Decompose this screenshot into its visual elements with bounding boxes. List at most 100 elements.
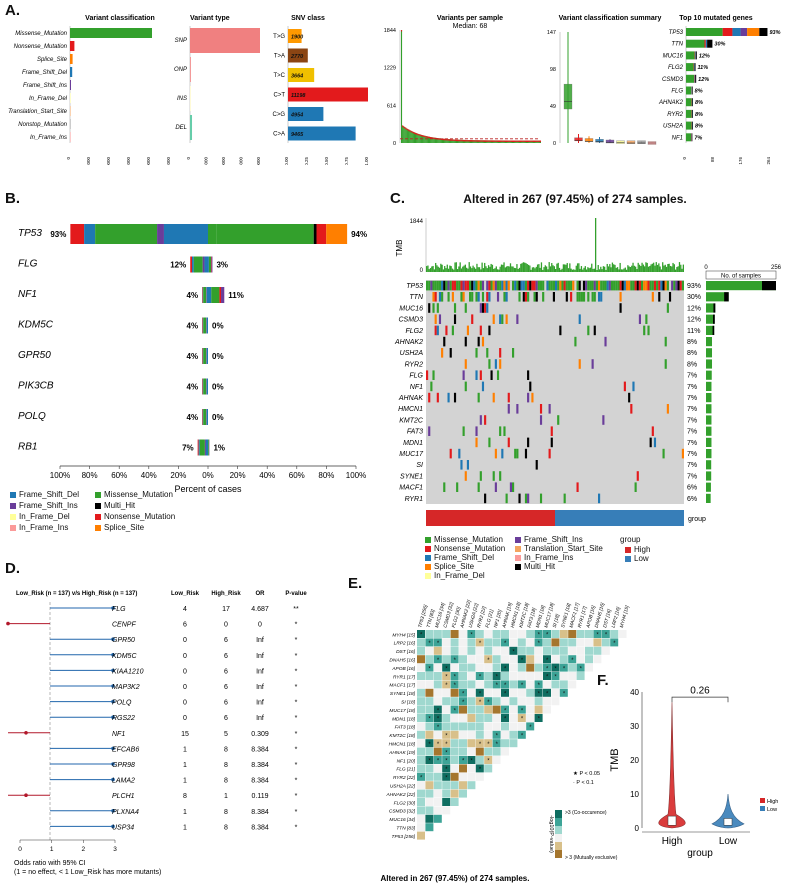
- tmb-bar: [673, 264, 675, 272]
- cooc-cell: [442, 722, 451, 731]
- vps-bar: [452, 139, 454, 143]
- cooc-star: *: [487, 700, 490, 706]
- cooc-star: *: [496, 734, 499, 740]
- onco-cell: [441, 348, 444, 358]
- vt-tick: 20000: [256, 157, 261, 165]
- tmb-bar: [656, 264, 659, 272]
- cooc-cell: [543, 630, 551, 638]
- onco-cell: [501, 448, 504, 459]
- forest-pval: *: [295, 824, 298, 831]
- tmb-bar: [450, 266, 452, 272]
- cooc-cell: [467, 655, 476, 664]
- vps-bar: [441, 138, 443, 143]
- cooc-cell: [425, 823, 434, 832]
- onco-pct: 7%: [687, 473, 697, 480]
- onco-cell: [531, 392, 534, 403]
- onco-cell: [481, 292, 485, 302]
- cooc-star: *: [521, 717, 524, 723]
- tmb-bar: [571, 269, 574, 272]
- cooc-cell: [517, 655, 526, 664]
- snv-tick: 1.00: [364, 157, 369, 165]
- forest-pval: *: [295, 746, 298, 753]
- vps-ytick: 0: [393, 141, 396, 147]
- cooc-cell: [526, 663, 535, 672]
- onco-cell: [486, 348, 489, 358]
- panel-c-legend: Missense_Mutation Nonsense_Mutation Frame_…: [425, 535, 765, 585]
- cooc-cell: [568, 672, 577, 680]
- cooc-star: *: [462, 700, 465, 706]
- onco-cell: [593, 325, 596, 336]
- vps-bar: [415, 132, 417, 143]
- vps-bar-top: [538, 140, 540, 143]
- lol-right-label: 11%: [228, 291, 244, 300]
- forest-point: [111, 777, 115, 782]
- vps-bar-top: [511, 140, 513, 142]
- tmb-bar: [614, 264, 616, 272]
- tmb-bar: [624, 267, 626, 272]
- lol-left-seg: [206, 287, 208, 303]
- cooc-cell: [417, 672, 425, 680]
- cooc-cell: [501, 646, 509, 655]
- cooc-cell: [425, 789, 434, 798]
- vps-bar-top: [508, 140, 510, 142]
- cooc-cell: [484, 630, 493, 638]
- onco-cell: [464, 381, 467, 392]
- cooc-row-label: DST [16]: [396, 649, 416, 655]
- tmb-bar: [594, 218, 597, 272]
- onco-cell: [638, 280, 641, 291]
- onco-cell: [576, 482, 579, 492]
- tmb-bar: [445, 268, 447, 272]
- tmb-bar: [437, 266, 439, 272]
- cooc-cell: [501, 705, 509, 714]
- tmb-bar: [622, 269, 624, 272]
- lol-left-seg: [204, 439, 206, 456]
- cooc-cell: [467, 638, 476, 647]
- onco-pct: 7%: [687, 440, 697, 447]
- cooc-star: *: [445, 666, 448, 672]
- top10-bar-seg: [686, 28, 723, 36]
- cooc-cell: [526, 630, 535, 638]
- cooc-cell: [492, 730, 501, 739]
- tmb-bar: [677, 266, 679, 272]
- legend-swatch: [95, 524, 101, 531]
- forest-high: 8: [224, 762, 228, 769]
- onco-count-bar: [706, 370, 712, 380]
- violin-pvalue: 0.26: [690, 686, 710, 697]
- cooc-cell: [576, 655, 585, 664]
- lol-gene: GPR50: [18, 350, 51, 361]
- lol-left-seg: [206, 287, 207, 303]
- lol-left-seg: [202, 317, 203, 334]
- tmb-bar: [584, 266, 586, 272]
- tmb-bar: [654, 265, 656, 272]
- vt-label: ONP: [174, 67, 187, 73]
- tmb-bar: [576, 263, 579, 272]
- onco-cell: [436, 280, 439, 291]
- tmb-bar: [496, 269, 499, 272]
- onco-count-bar: [706, 493, 711, 503]
- onco-cell: [426, 280, 429, 291]
- tmb-bar: [511, 266, 513, 272]
- cooc-cell: [509, 646, 518, 655]
- tmb-bar: [447, 268, 450, 272]
- tmb-bar: [627, 265, 629, 272]
- top10-bar-seg: [686, 98, 692, 107]
- top10-bar-seg: [691, 133, 693, 142]
- panel-e-svg: TP53 [256]TTN [83]MUC16 [34]CSMD3 [32]FL…: [381, 599, 630, 883]
- cooc-row-label: RYR2 [22]: [393, 775, 416, 781]
- onco-cell: [512, 482, 515, 492]
- forest-point: [111, 606, 115, 610]
- vps-subtitle: Median: 68: [453, 23, 488, 30]
- cooc-row-label: FAT3 [18]: [395, 725, 416, 731]
- vps-bar-top: [443, 138, 445, 141]
- vps-bar-top: [451, 139, 453, 141]
- onco-cell: [518, 292, 521, 302]
- onco-cell: [481, 336, 485, 347]
- vps-bar-top: [423, 135, 425, 138]
- onco-cell: [492, 280, 495, 291]
- vps-bar: [425, 136, 427, 143]
- vc-bar: [70, 93, 71, 103]
- onco-cell: [453, 314, 457, 324]
- cooc-row-label: MACF1 [17]: [389, 683, 415, 689]
- vps-bar-top: [493, 140, 495, 142]
- onco-cell: [593, 292, 596, 302]
